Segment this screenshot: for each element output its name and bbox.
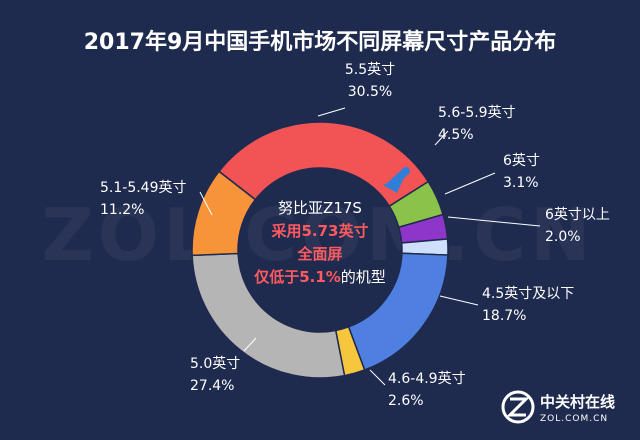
logo-sub-text: ZOL.COM.CN xyxy=(540,414,608,424)
leader-line-3 xyxy=(447,216,541,227)
slice-label-pct-1: 4.5% xyxy=(438,127,474,143)
slice-label-name-4: 4.5英寸及以下 xyxy=(482,285,574,302)
slice-label-name-3: 6英寸以上 xyxy=(545,206,610,223)
slice-labels: 5.5英寸 30.5% 5.6-5.9英寸 4.5% 6英寸 3.1% 6英寸以上 2.0% 4… xyxy=(100,61,610,409)
center-line-4-red: 仅低于5.1% xyxy=(253,268,341,286)
center-line-2: 采用5.73英寸 xyxy=(270,222,368,240)
leader-line-0 xyxy=(317,107,346,117)
leader-line-5 xyxy=(369,369,386,386)
leader-line-1 xyxy=(434,130,449,146)
center-line-3: 全面屏 xyxy=(296,245,342,263)
donut-slices xyxy=(191,121,449,379)
chart-title: 2017年9月中国手机市场不同屏幕尺寸产品分布 xyxy=(84,29,557,55)
watermark-text: ZOL.COM.CN xyxy=(42,193,595,277)
slice-label-pct-5: 2.6% xyxy=(388,393,424,409)
slice-6 xyxy=(191,252,346,379)
zol-logo-icon xyxy=(506,397,530,417)
slice-label-name-2: 6英寸 xyxy=(503,152,540,169)
leader-line-2 xyxy=(444,172,496,195)
slice-7 xyxy=(191,170,257,257)
zol-logo-icon xyxy=(501,390,535,424)
leader-lines xyxy=(199,107,541,386)
leader-line-4 xyxy=(439,295,479,306)
zol-logo: 中关村在线 ZOL.COM.CN xyxy=(501,390,615,424)
slice-label-name-5: 4.6-4.9英寸 xyxy=(388,370,466,387)
slice-label-name-6: 5.0英寸 xyxy=(190,355,240,372)
logo-main-text: 中关村在线 xyxy=(540,393,615,411)
center-line-4-white: 的机型 xyxy=(341,268,386,286)
slice-label-name-7: 5.1-5.49英寸 xyxy=(100,179,187,196)
center-annotation: 努比亚Z17S 采用5.73英寸 全面屏 仅低于5.1%的机型 xyxy=(253,199,386,286)
arrow-pointer-icon xyxy=(388,167,410,188)
slice-label-pct-2: 3.1% xyxy=(503,175,539,191)
slice-label-pct-7: 11.2% xyxy=(100,202,144,218)
slice-0 xyxy=(217,121,430,208)
slice-label-pct-4: 18.7% xyxy=(482,308,526,324)
slice-label-pct-6: 27.4% xyxy=(190,378,234,394)
leader-line-6 xyxy=(243,337,257,352)
slice-label-name-1: 5.6-5.9英寸 xyxy=(438,104,516,121)
center-line-1: 努比亚Z17S xyxy=(278,199,362,217)
leader-line-7 xyxy=(199,191,213,216)
slice-label-name-0: 5.5英寸 xyxy=(345,61,395,78)
slice-label-pct-0: 30.5% xyxy=(348,84,392,100)
slice-label-pct-3: 2.0% xyxy=(545,229,581,245)
center-line-4: 仅低于5.1%的机型 xyxy=(253,268,386,286)
